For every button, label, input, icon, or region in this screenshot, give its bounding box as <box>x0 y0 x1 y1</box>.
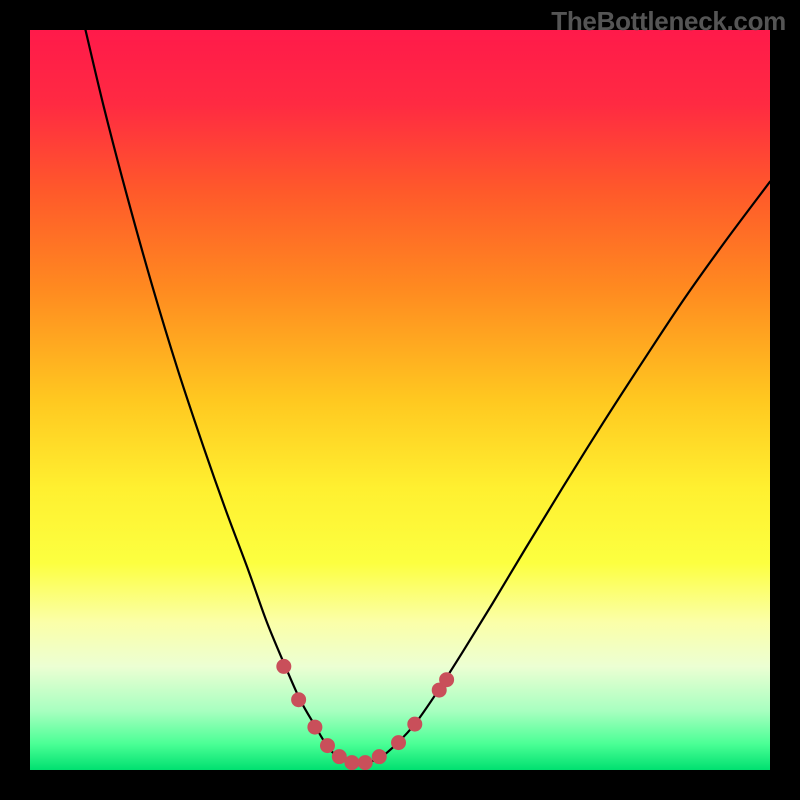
curve-marker <box>440 673 454 687</box>
curve-marker <box>408 717 422 731</box>
watermark-text: TheBottleneck.com <box>551 6 786 37</box>
plot-area <box>30 30 770 770</box>
gradient-background <box>30 30 770 770</box>
curve-marker <box>392 736 406 750</box>
plot-svg <box>30 30 770 770</box>
curve-marker <box>345 756 359 770</box>
curve-marker <box>277 659 291 673</box>
curve-marker <box>308 720 322 734</box>
figure-container: TheBottleneck.com <box>0 0 800 800</box>
curve-marker <box>292 693 306 707</box>
curve-marker <box>358 756 372 770</box>
curve-marker <box>372 750 386 764</box>
curve-marker <box>332 750 346 764</box>
curve-marker <box>320 739 334 753</box>
